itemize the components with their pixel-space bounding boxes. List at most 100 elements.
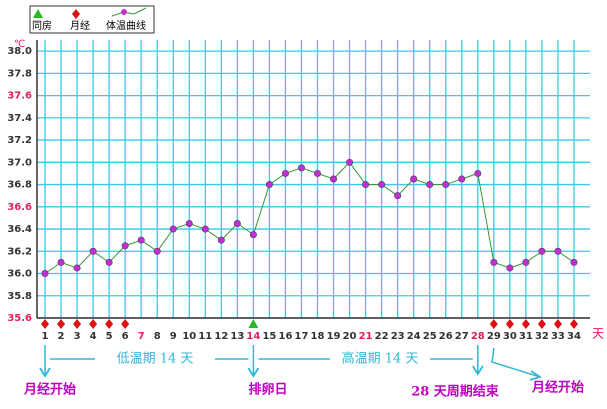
x-tick-label: 19 [327,331,341,342]
y-tick-label: 35.6 [7,313,32,324]
y-tick-label: 36.0 [7,269,32,280]
event-marker [248,319,259,328]
data-point [570,258,578,266]
x-tick-label: 6 [122,331,129,342]
event-marker [72,9,80,19]
phase-label: 低温期 14 天 [117,352,194,367]
legend-label: 同房 [32,19,52,32]
legend-marker [121,9,127,15]
data-point [249,231,257,239]
legend-line [111,7,147,17]
arrow-head [247,367,260,378]
x-tick-label: 23 [391,331,405,342]
data-point [410,175,418,183]
data-point [426,181,434,189]
x-tick-label: 30 [503,331,517,342]
data-point [362,181,370,189]
data-point [89,247,97,255]
data-point [378,181,386,189]
data-point [458,175,466,183]
x-tick-label: 33 [551,331,565,342]
data-point [185,219,193,227]
x-tick-label: 4 [90,331,97,342]
event-marker [41,319,50,329]
arrow-head [529,370,543,381]
temperature-line [44,161,575,274]
data-point [169,225,177,233]
event-marker [505,319,514,329]
data-point [153,247,161,255]
data-point [281,169,289,177]
y-tick-label: 37.4 [7,113,32,124]
event-marker [553,319,562,329]
x-tick-label: 22 [375,331,389,342]
arrow-head [472,365,484,376]
data-point [265,181,273,189]
x-tick-label: 26 [439,331,453,342]
annotation: 排卵日 [248,382,287,398]
x-tick-label: 16 [278,331,292,342]
x-tick-label: 27 [455,331,469,342]
data-point [41,270,49,278]
x-tick-label: 24 [407,331,421,342]
x-tick-label: 20 [343,331,357,342]
legend-label: 体温曲线 [106,19,146,32]
data-point [346,158,354,166]
x-tick-label: 25 [423,331,437,342]
y-tick-label: 37.8 [7,68,32,79]
x-tick-label: 18 [311,331,325,342]
event-marker [569,319,578,329]
event-marker [537,319,546,329]
x-tick-label: 2 [58,331,65,342]
data-point [506,264,514,272]
y-tick-label: 37.0 [7,157,32,168]
x-tick-label: 28 [471,331,485,342]
data-point [57,258,65,266]
event-marker [33,9,43,18]
data-point [474,169,482,177]
x-tick-label: 14 [246,331,260,342]
y-tick-label: 37.2 [7,135,32,146]
annotation: 月经开始 [23,382,76,398]
x-tick-label: 3 [74,331,81,342]
y-tick-label: 36.2 [7,246,32,257]
y-tick-label: 38.0 [7,46,32,57]
data-point [73,264,81,272]
event-marker [73,319,82,329]
y-tick-label: 36.8 [7,180,32,191]
arrow-curve [491,347,541,378]
phase-label: 高温期 14 天 [342,351,419,367]
x-tick-label: 12 [214,331,228,342]
event-marker [489,319,498,329]
data-point [538,247,546,255]
data-point [490,258,498,266]
data-point [394,192,402,200]
x-tick-label: 1 [42,331,49,342]
y-tick-label: 36.4 [7,224,32,235]
y-tick-label: 37.6 [7,91,32,102]
x-tick-label: 7 [138,331,145,342]
data-point [105,258,113,266]
data-point [121,242,129,250]
data-point [137,236,145,244]
x-tick-label: 13 [230,331,244,342]
x-tick-label: 34 [567,331,581,342]
data-point [314,169,322,177]
x-tick-label: 31 [519,331,533,342]
x-tick-label: 11 [198,331,212,342]
event-marker [105,319,114,329]
data-point [442,181,450,189]
data-point [233,219,241,227]
event-marker [57,319,66,329]
annotation: 月经开始 [531,380,584,396]
data-point [201,225,209,233]
data-point [522,258,530,266]
arrow-head [39,367,51,378]
data-point [330,175,338,183]
event-marker [89,319,98,329]
x-unit-label: 天 [592,327,604,341]
unit-label: ℃ [14,39,25,50]
event-marker [521,319,530,329]
x-tick-label: 9 [170,331,177,342]
